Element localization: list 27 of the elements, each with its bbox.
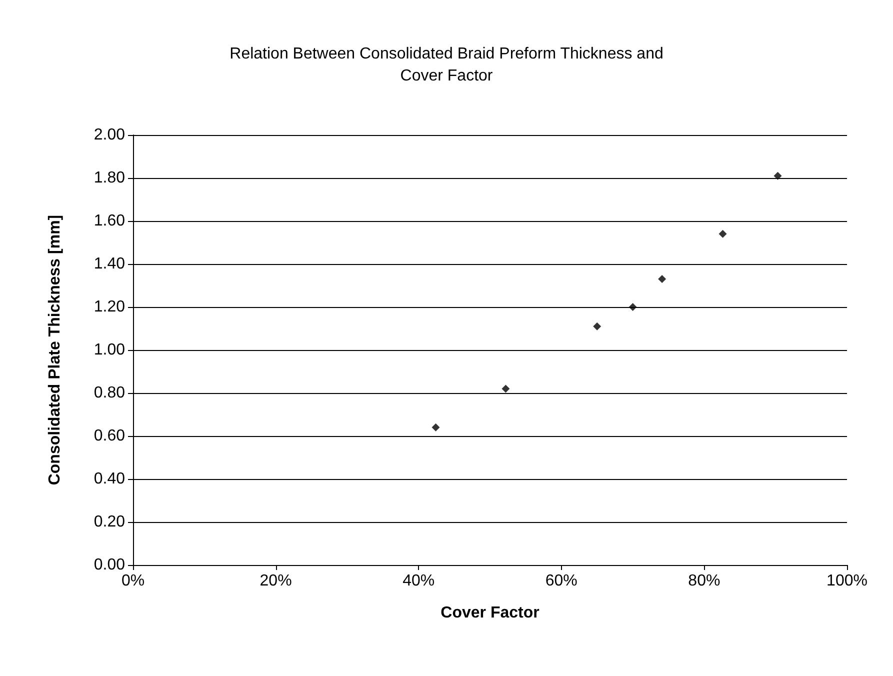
point bbox=[718, 230, 727, 238]
point bbox=[593, 322, 602, 330]
x-tick-label: 0% bbox=[121, 572, 145, 590]
x-tick-label: 60% bbox=[545, 572, 578, 590]
y-tick-label: 0.80 bbox=[94, 384, 126, 402]
x-tick-label: 80% bbox=[688, 572, 720, 590]
x-tick-label: 100% bbox=[826, 572, 868, 590]
point bbox=[774, 172, 782, 180]
y-axis-title: Consolidated Plate Thickness [mm] bbox=[46, 214, 64, 486]
y-tick-label: 1.40 bbox=[94, 256, 126, 272]
chart-title: Relation Between Consolidated Braid Preform Thickness and Cover Factor bbox=[230, 46, 664, 84]
y-tick-label: 1.20 bbox=[94, 298, 126, 316]
x-tick-label: 20% bbox=[260, 572, 292, 590]
point bbox=[628, 303, 637, 311]
x-tick-label: 40% bbox=[402, 572, 435, 590]
point bbox=[658, 275, 666, 284]
y-tick-label: 0.40 bbox=[94, 470, 126, 488]
y-tick-label: 0.60 bbox=[94, 428, 126, 444]
y-tick-label: 1.00 bbox=[94, 342, 126, 358]
y-tick-label: 2.00 bbox=[94, 126, 126, 144]
x-axis-title: Cover Factor bbox=[440, 604, 540, 622]
y-tick-label: 0.20 bbox=[94, 514, 126, 530]
y-tick-label: 1.60 bbox=[94, 212, 126, 230]
y-tick-label: 0.00 bbox=[94, 556, 126, 574]
point bbox=[432, 423, 440, 432]
point bbox=[502, 384, 510, 393]
y-tick-label: 1.80 bbox=[94, 170, 126, 186]
